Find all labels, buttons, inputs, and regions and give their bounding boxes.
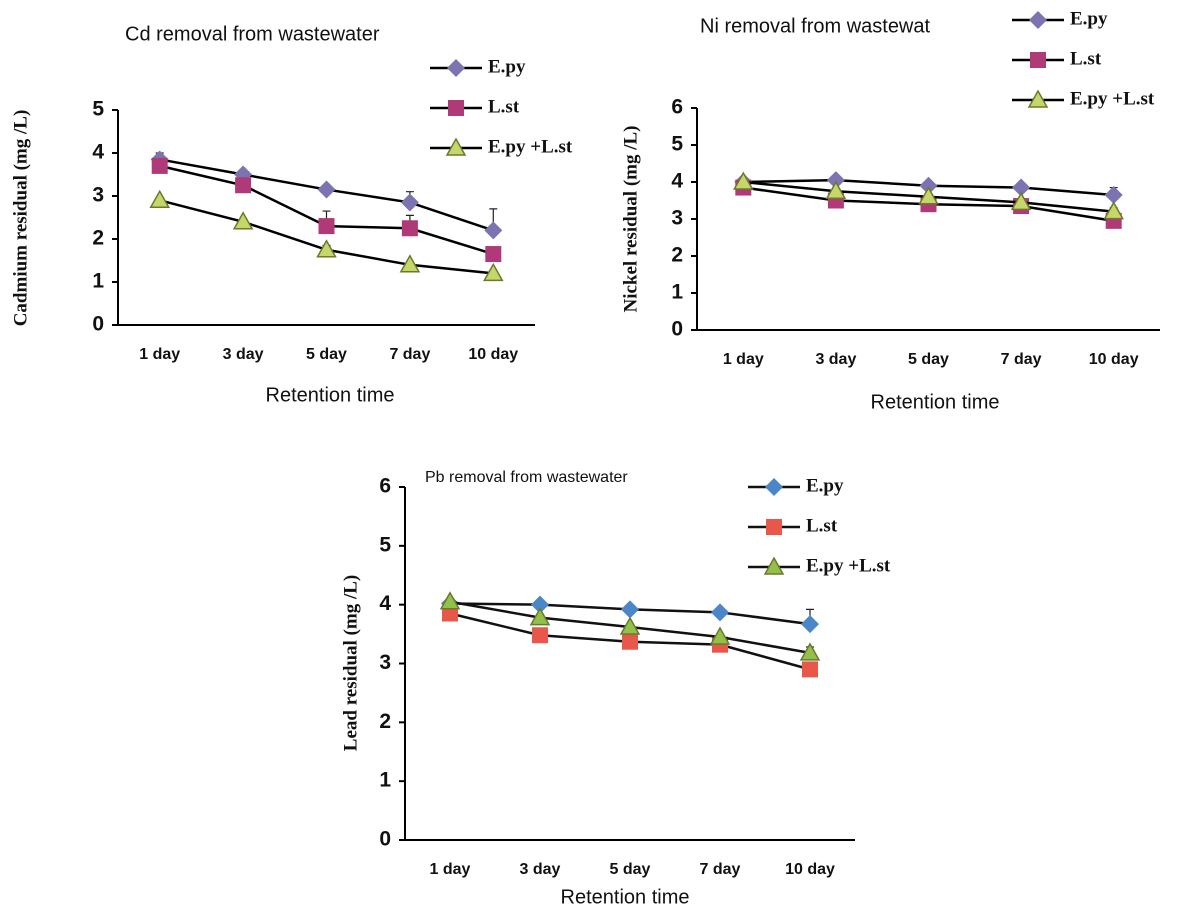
x-axis-label: Retention time <box>871 391 1000 413</box>
x-tick-label: 7 day <box>1001 351 1042 368</box>
y-tick-label: 2 <box>379 710 391 733</box>
data-point <box>232 211 254 230</box>
y-tick-label: 3 <box>92 184 104 207</box>
x-tick-label: 10 day <box>1089 351 1139 368</box>
legend-label: E.py <box>1070 8 1108 29</box>
y-tick-label: 4 <box>379 592 391 615</box>
legend-marker <box>763 556 785 575</box>
x-tick-label: 5 day <box>610 861 651 878</box>
x-tick-label: 1 day <box>139 346 180 363</box>
x-tick-label: 3 day <box>520 861 561 878</box>
x-axis-label: Retention time <box>561 886 690 908</box>
y-tick-label: 5 <box>671 133 683 156</box>
data-point <box>484 221 503 240</box>
y-tick-label: 4 <box>671 170 683 193</box>
data-point <box>799 642 821 661</box>
data-point <box>529 607 551 626</box>
legend-marker <box>448 100 464 116</box>
data-point <box>400 193 419 212</box>
chart-title: Cd removal from wastewater <box>125 23 380 45</box>
data-point <box>317 180 336 199</box>
chart-title: Pb removal from wastewater <box>425 469 628 486</box>
data-point <box>802 661 818 678</box>
x-tick-label: 7 day <box>389 346 430 363</box>
y-tick-label: 1 <box>92 270 104 293</box>
data-point <box>485 246 502 263</box>
data-point <box>149 189 170 209</box>
legend-label: L.st <box>488 96 520 117</box>
data-point <box>619 616 641 635</box>
y-tick-label: 6 <box>379 475 391 498</box>
legend-label: E.py +L.st <box>1070 88 1155 109</box>
chart-title: Ni removal from wastewat <box>700 15 931 37</box>
legend-marker <box>447 59 465 77</box>
y-tick-label: 2 <box>671 244 683 267</box>
data-point <box>826 171 845 190</box>
data-point <box>1103 201 1124 220</box>
y-tick-label: 0 <box>671 318 683 341</box>
data-point <box>532 627 548 644</box>
x-tick-label: 10 day <box>468 346 518 363</box>
data-point <box>711 603 729 622</box>
legend-label: E.py <box>806 475 844 496</box>
x-tick-label: 7 day <box>700 861 741 878</box>
data-point <box>318 218 335 235</box>
y-axis-label: Nickel residual (mg /L) <box>620 125 641 312</box>
data-point <box>825 180 847 199</box>
data-point <box>801 615 819 634</box>
x-tick-label: 1 day <box>430 861 471 878</box>
x-tick-label: 3 day <box>223 346 264 363</box>
y-axis-label: Cadmium residual (mg /L) <box>10 110 31 327</box>
data-point <box>622 633 638 650</box>
y-tick-label: 3 <box>671 207 683 230</box>
data-point <box>733 171 754 190</box>
y-tick-label: 2 <box>92 227 104 250</box>
legend-marker <box>1029 11 1047 29</box>
x-tick-label: 1 day <box>723 351 764 368</box>
y-tick-label: 6 <box>671 96 683 119</box>
legend-marker <box>766 519 782 535</box>
data-point <box>316 239 337 258</box>
x-axis-label: Retention time <box>266 384 395 406</box>
data-point <box>709 626 731 645</box>
data-point <box>483 262 504 282</box>
y-tick-label: 0 <box>379 828 391 851</box>
data-point <box>1104 185 1123 204</box>
data-point <box>531 595 549 614</box>
y-tick-label: 4 <box>92 141 104 164</box>
y-tick-label: 3 <box>379 651 391 674</box>
y-tick-label: 1 <box>379 769 391 792</box>
legend-label: L.st <box>1070 48 1102 69</box>
legend-label: E.py +L.st <box>488 136 573 157</box>
data-point <box>399 254 421 273</box>
legend-label: L.st <box>806 515 838 536</box>
data-point <box>439 591 461 610</box>
data-point <box>442 605 458 622</box>
y-axis-label: Lead residual (mg /L) <box>340 575 361 751</box>
data-point <box>918 186 939 205</box>
data-point <box>919 176 938 195</box>
y-tick-label: 0 <box>92 313 104 336</box>
x-tick-label: 10 day <box>785 861 835 878</box>
legend-label: E.py <box>488 56 526 77</box>
y-tick-label: 5 <box>92 98 104 121</box>
data-point <box>621 600 639 619</box>
x-tick-label: 3 day <box>815 351 856 368</box>
legend-marker <box>765 478 783 496</box>
x-tick-label: 5 day <box>908 351 949 368</box>
data-point <box>1012 178 1031 197</box>
data-point <box>1010 191 1032 211</box>
y-tick-label: 1 <box>671 281 683 304</box>
legend-label: E.py +L.st <box>806 555 891 576</box>
data-point <box>401 220 418 237</box>
data-point <box>235 177 252 194</box>
legend-marker <box>1027 89 1049 108</box>
x-tick-label: 5 day <box>306 346 347 363</box>
y-tick-label: 5 <box>379 533 391 556</box>
data-point <box>151 157 168 174</box>
legend-marker <box>1030 52 1046 68</box>
legend-marker <box>445 137 467 156</box>
